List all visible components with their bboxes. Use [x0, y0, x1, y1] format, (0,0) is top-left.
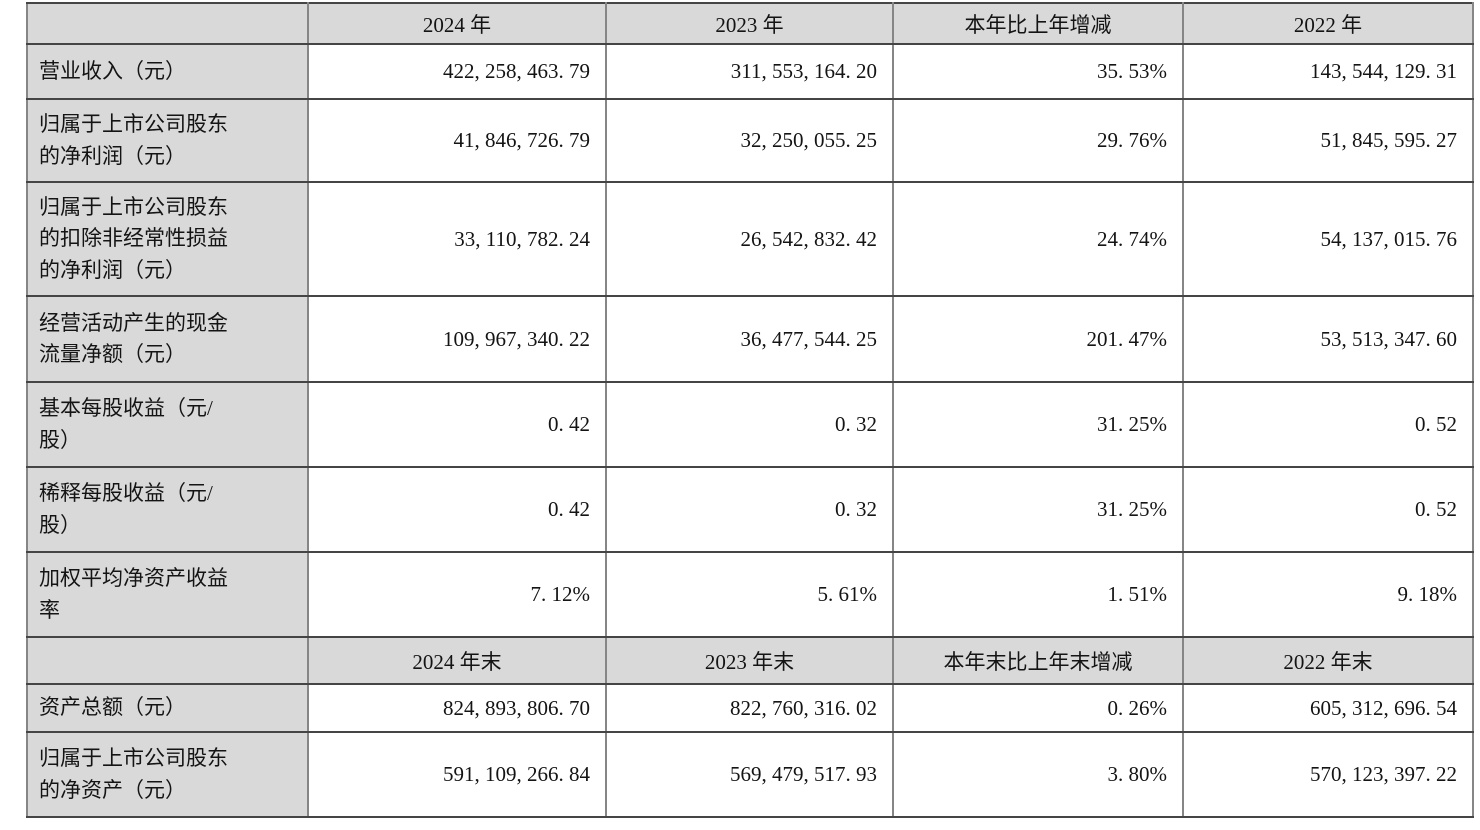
- cell-diluted-eps-2024: 0. 42: [307, 466, 607, 553]
- cell-total-assets-2024: 824, 893, 806. 70: [307, 683, 607, 733]
- header-cell-blank-2: [26, 636, 309, 685]
- cell-operating-cash-flow-2023: 36, 477, 544. 25: [605, 295, 894, 383]
- header-cell-yoy-change: 本年比上年增减: [892, 2, 1184, 45]
- cell-diluted-eps-yoy: 31. 25%: [892, 466, 1184, 553]
- row-label-net-profit: 归属于上市公司股东 的净利润（元）: [26, 98, 309, 183]
- cell-revenue-yoy: 35. 53%: [892, 43, 1184, 100]
- row-label-weighted-avg-roe: 加权平均净资产收益 率: [26, 551, 309, 638]
- row-label-net-profit-deducted: 归属于上市公司股东 的扣除非经常性损益 的净利润（元）: [26, 181, 309, 297]
- row-label-net-assets: 归属于上市公司股东 的净资产（元）: [26, 731, 309, 818]
- cell-net-assets-2024: 591, 109, 266. 84: [307, 731, 607, 818]
- financial-summary-table: 2024 年 2023 年 本年比上年增减 2022 年 营业收入（元） 422…: [26, 2, 1474, 818]
- row-label-basic-eps: 基本每股收益（元/ 股）: [26, 381, 309, 468]
- cell-diluted-eps-2022: 0. 52: [1182, 466, 1474, 553]
- header-cell-blank: [26, 2, 309, 45]
- key-accounting-data-table: 2024 年 2023 年 本年比上年增减 2022 年 营业收入（元） 422…: [26, 2, 1474, 818]
- cell-net-profit-deducted-2023: 26, 542, 832. 42: [605, 181, 894, 297]
- header-row-annual: 2024 年 2023 年 本年比上年增减 2022 年: [26, 2, 1474, 45]
- cell-weighted-avg-roe-2024: 7. 12%: [307, 551, 607, 638]
- cell-weighted-avg-roe-2023: 5. 61%: [605, 551, 894, 638]
- header-cell-end-2023: 2023 年末: [605, 636, 894, 685]
- cell-net-profit-deducted-2022: 54, 137, 015. 76: [1182, 181, 1474, 297]
- cell-revenue-2022: 143, 544, 129. 31: [1182, 43, 1474, 100]
- table-row-revenue: 营业收入（元） 422, 258, 463. 79 311, 553, 164.…: [26, 43, 1474, 100]
- cell-operating-cash-flow-yoy: 201. 47%: [892, 295, 1184, 383]
- cell-net-assets-2022: 570, 123, 397. 22: [1182, 731, 1474, 818]
- table-row-operating-cash-flow: 经营活动产生的现金 流量净额（元） 109, 967, 340. 22 36, …: [26, 295, 1474, 383]
- table-row-weighted-avg-roe: 加权平均净资产收益 率 7. 12% 5. 61% 1. 51% 9. 18%: [26, 551, 1474, 638]
- header-cell-end-2022: 2022 年末: [1182, 636, 1474, 685]
- header-cell-yoy-end-change: 本年末比上年末增减: [892, 636, 1184, 685]
- cell-basic-eps-2023: 0. 32: [605, 381, 894, 468]
- header-cell-end-2024: 2024 年末: [307, 636, 607, 685]
- cell-revenue-2024: 422, 258, 463. 79: [307, 43, 607, 100]
- cell-net-profit-2024: 41, 846, 726. 79: [307, 98, 607, 183]
- cell-net-profit-2022: 51, 845, 595. 27: [1182, 98, 1474, 183]
- table-row-net-assets: 归属于上市公司股东 的净资产（元） 591, 109, 266. 84 569,…: [26, 731, 1474, 818]
- header-cell-year-2024: 2024 年: [307, 2, 607, 45]
- row-label-operating-cash-flow: 经营活动产生的现金 流量净额（元）: [26, 295, 309, 383]
- cell-diluted-eps-2023: 0. 32: [605, 466, 894, 553]
- cell-revenue-2023: 311, 553, 164. 20: [605, 43, 894, 100]
- cell-net-assets-2023: 569, 479, 517. 93: [605, 731, 894, 818]
- row-label-diluted-eps: 稀释每股收益（元/ 股）: [26, 466, 309, 553]
- table-row-net-profit: 归属于上市公司股东 的净利润（元） 41, 846, 726. 79 32, 2…: [26, 98, 1474, 183]
- table-row-net-profit-deducted: 归属于上市公司股东 的扣除非经常性损益 的净利润（元） 33, 110, 782…: [26, 181, 1474, 297]
- table-row-basic-eps: 基本每股收益（元/ 股） 0. 42 0. 32 31. 25% 0. 52: [26, 381, 1474, 468]
- header-row-year-end: 2024 年末 2023 年末 本年末比上年末增减 2022 年末: [26, 636, 1474, 685]
- cell-total-assets-2023: 822, 760, 316. 02: [605, 683, 894, 733]
- cell-basic-eps-yoy: 31. 25%: [892, 381, 1184, 468]
- cell-operating-cash-flow-2024: 109, 967, 340. 22: [307, 295, 607, 383]
- cell-net-profit-yoy: 29. 76%: [892, 98, 1184, 183]
- cell-weighted-avg-roe-2022: 9. 18%: [1182, 551, 1474, 638]
- cell-operating-cash-flow-2022: 53, 513, 347. 60: [1182, 295, 1474, 383]
- cell-net-assets-yoy: 3. 80%: [892, 731, 1184, 818]
- table-row-total-assets: 资产总额（元） 824, 893, 806. 70 822, 760, 316.…: [26, 683, 1474, 733]
- row-label-total-assets: 资产总额（元）: [26, 683, 309, 733]
- cell-basic-eps-2022: 0. 52: [1182, 381, 1474, 468]
- cell-net-profit-deducted-2024: 33, 110, 782. 24: [307, 181, 607, 297]
- header-cell-year-2022: 2022 年: [1182, 2, 1474, 45]
- cell-total-assets-yoy: 0. 26%: [892, 683, 1184, 733]
- table-row-diluted-eps: 稀释每股收益（元/ 股） 0. 42 0. 32 31. 25% 0. 52: [26, 466, 1474, 553]
- cell-total-assets-2022: 605, 312, 696. 54: [1182, 683, 1474, 733]
- header-cell-year-2023: 2023 年: [605, 2, 894, 45]
- cell-weighted-avg-roe-yoy: 1. 51%: [892, 551, 1184, 638]
- cell-basic-eps-2024: 0. 42: [307, 381, 607, 468]
- cell-net-profit-2023: 32, 250, 055. 25: [605, 98, 894, 183]
- row-label-revenue: 营业收入（元）: [26, 43, 309, 100]
- cell-net-profit-deducted-yoy: 24. 74%: [892, 181, 1184, 297]
